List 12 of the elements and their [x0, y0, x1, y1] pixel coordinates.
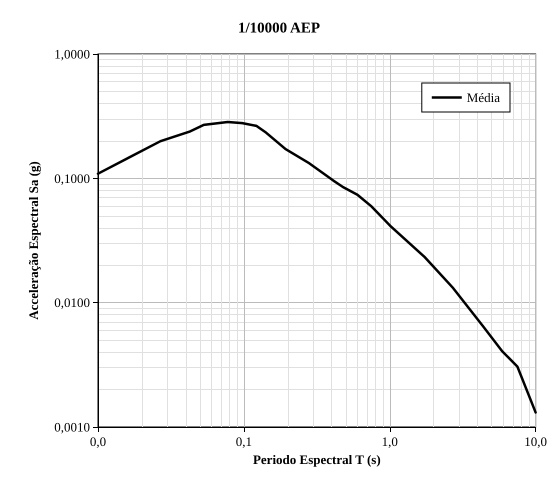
x-axis-title: Periodo Espectral T (s)	[252, 452, 381, 467]
y-tick-label: 0,1000	[54, 170, 90, 186]
y-axis-title: Acceleração Espectral Sa (g)	[26, 161, 41, 320]
chart-title: 1/10000 AEP	[238, 20, 320, 36]
x-tick-label: 10,0	[524, 434, 547, 449]
x-tick-label: 0,0	[90, 434, 106, 449]
legend-label: Média	[466, 90, 500, 105]
y-tick-label: 1,0000	[54, 46, 90, 62]
y-tick-label: 0,0100	[54, 295, 90, 310]
y-tick-label: 0,0010	[54, 420, 90, 434]
x-tick-label: 0,1	[236, 434, 252, 449]
x-tick-label: 1,0	[382, 434, 398, 449]
